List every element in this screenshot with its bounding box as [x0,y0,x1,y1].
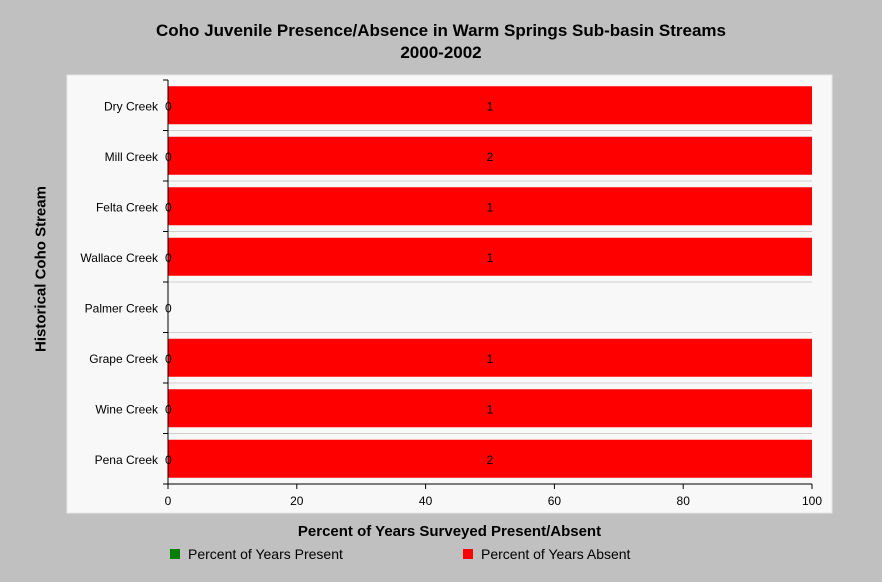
data-label-absent: 2 [487,150,494,164]
legend-label-absent: Percent of Years Absent [481,546,631,562]
bar-percent-of-years-absent-wallace-creek [168,237,812,276]
data-label-absent: 1 [487,200,494,214]
x-tick-label: 20 [290,494,304,508]
data-label-absent: 1 [487,402,494,416]
y-axis-label: Historical Coho Stream [32,186,50,352]
chart-subtitle: 2000-2002 [400,43,482,62]
legend-swatch-present [170,549,180,559]
x-axis-label: Percent of Years Surveyed Present/Absent [297,523,602,540]
bar-percent-of-years-absent-grape-creek [168,338,812,377]
data-label-absent: 2 [487,453,494,467]
chart-title: Coho Juvenile Presence/Absence in Warm S… [156,21,726,40]
bar-percent-of-years-absent-wine-creek [168,389,812,428]
y-tick-label: Felta Creek [96,200,159,214]
data-label-absent: 1 [487,99,494,113]
x-tick-label: 80 [677,494,691,508]
y-tick-label: Palmer Creek [85,301,159,315]
data-label-absent: 1 [487,352,494,366]
y-tick-label: Wallace Creek [80,251,159,265]
y-tick-label: Pena Creek [95,453,159,467]
x-tick-label: 60 [548,494,562,508]
y-tick-label: Grape Creek [89,352,159,366]
y-tick-label: Dry Creek [104,99,159,113]
bar-percent-of-years-absent-dry-creek [168,86,812,125]
legend-label-present: Percent of Years Present [188,546,343,562]
y-tick-label: Mill Creek [105,150,159,164]
x-tick-label: 0 [165,494,172,508]
x-tick-label: 100 [802,494,822,508]
data-label-absent: 1 [487,251,494,265]
y-tick-label: Wine Creek [95,402,159,416]
legend-swatch-absent [463,549,473,559]
legend-item-absent: Percent of Years Absent [463,546,630,562]
bar-percent-of-years-absent-mill-creek [168,136,812,175]
x-tick-label: 40 [419,494,433,508]
legend-item-present: Percent of Years Present [170,546,343,562]
bar-percent-of-years-absent-pena-creek [168,439,812,478]
bar-percent-of-years-absent-felta-creek [168,187,812,226]
